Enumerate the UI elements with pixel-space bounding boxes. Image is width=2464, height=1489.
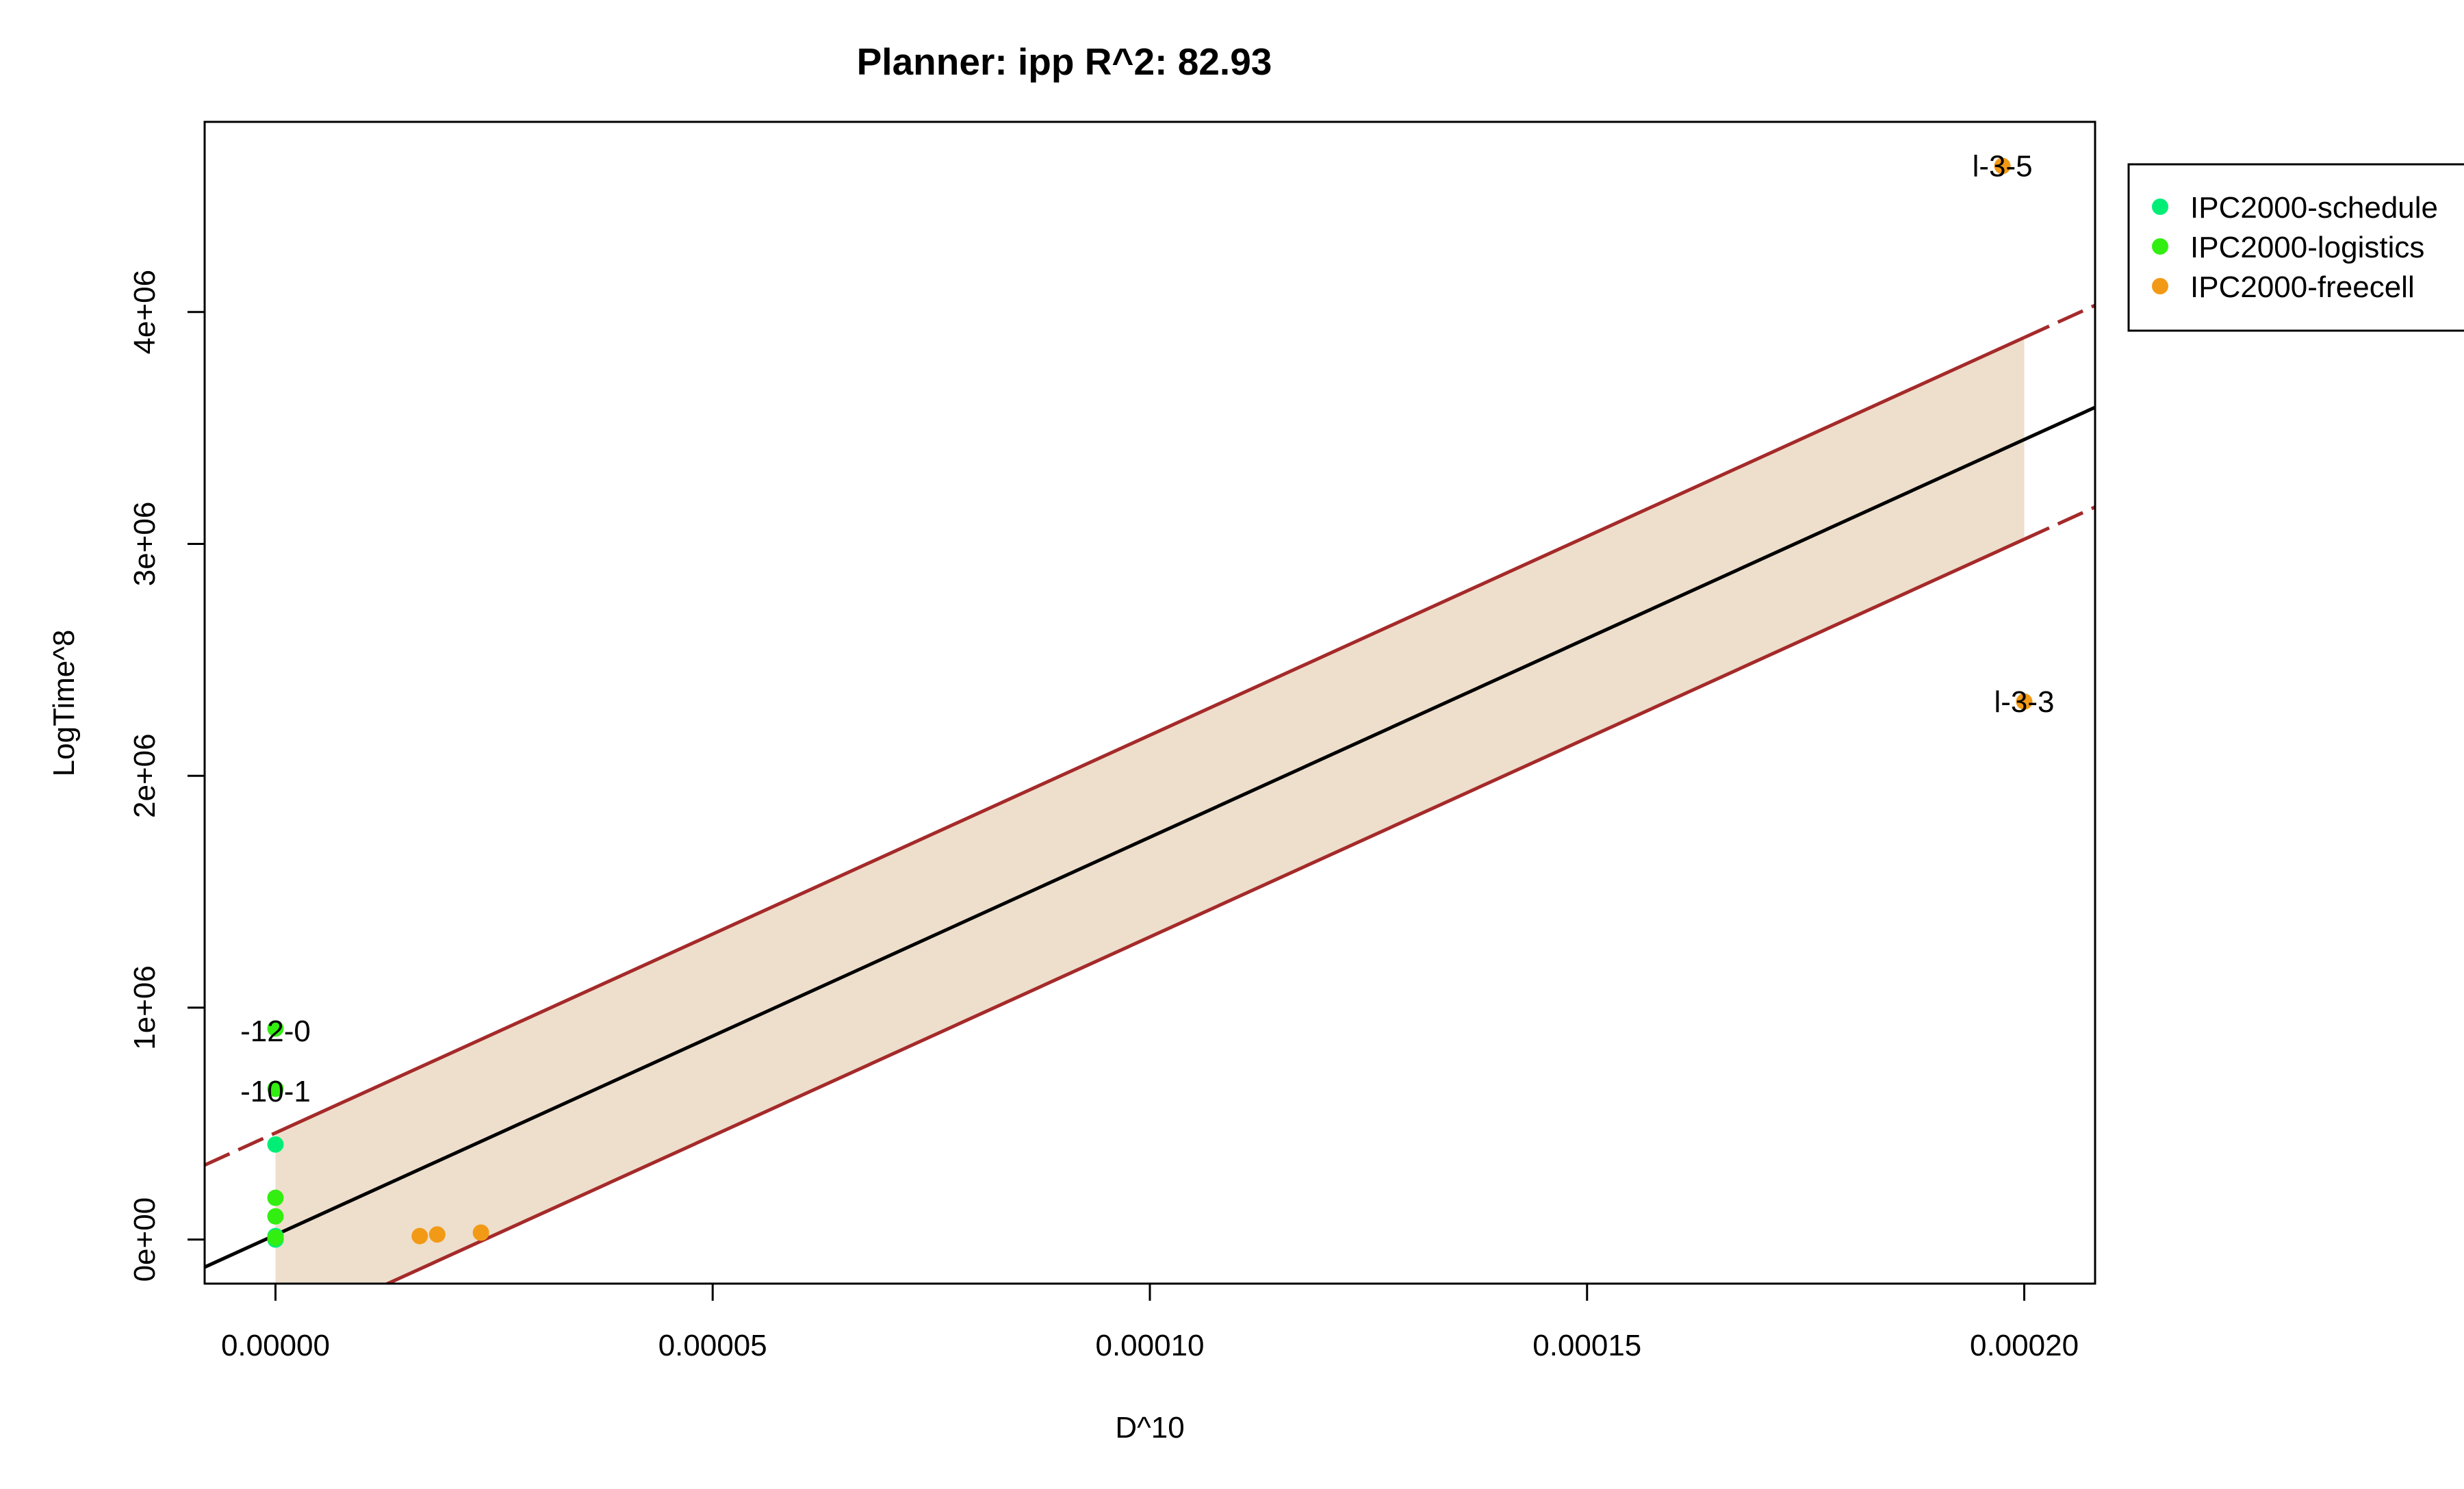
x-axis: 0.00000 0.00005 0.00010 0.00015 0.00020 bbox=[221, 1282, 2079, 1362]
y-axis-label: LogTime^8 bbox=[47, 630, 81, 777]
chart-title: Planner: ipp R^2: 82.93 bbox=[857, 40, 1272, 83]
x-tick-label: 0.00005 bbox=[658, 1329, 767, 1362]
data-point bbox=[428, 1226, 446, 1243]
band-upper-ext-left bbox=[205, 1131, 277, 1167]
point-label: -12-0 bbox=[240, 1015, 311, 1048]
legend-label: IPC2000-logistics bbox=[2190, 231, 2424, 264]
data-point bbox=[267, 1080, 284, 1097]
point-label: l-3-3 bbox=[1994, 685, 2055, 719]
point-labels: -12-0 -10-1 l-3-5 l-3-3 bbox=[240, 149, 2054, 1108]
x-tick-label: 0.00020 bbox=[1970, 1329, 2079, 1362]
legend-label: IPC2000-schedule bbox=[2190, 191, 2438, 225]
band-lower-ext-right bbox=[2023, 505, 2095, 541]
data-point bbox=[267, 1208, 284, 1225]
y-tick-label: 0e+00 bbox=[128, 1197, 162, 1282]
data-point bbox=[267, 1189, 284, 1206]
legend-label: IPC2000-freecell bbox=[2190, 270, 2415, 304]
point-label: l-3-5 bbox=[1973, 149, 2033, 183]
band-upper-ext-right bbox=[2023, 303, 2095, 340]
y-tick-label: 1e+06 bbox=[128, 965, 162, 1050]
prediction-band bbox=[275, 338, 2025, 1284]
legend-marker bbox=[2152, 278, 2168, 294]
point-label: -10-1 bbox=[240, 1075, 311, 1108]
legend-marker bbox=[2152, 199, 2168, 215]
legend: IPC2000-schedule IPC2000-logistics IPC2000… bbox=[2127, 163, 2464, 332]
data-point bbox=[267, 1136, 284, 1153]
data-point bbox=[267, 1020, 284, 1037]
data-point bbox=[2016, 693, 2033, 710]
x-tick-label: 0.00015 bbox=[1532, 1329, 1641, 1362]
band-fill bbox=[275, 338, 2025, 1284]
data-point bbox=[411, 1227, 428, 1245]
x-tick-label: 0.00010 bbox=[1095, 1329, 1204, 1362]
data-point bbox=[472, 1224, 489, 1241]
x-tick-label: 0.00000 bbox=[221, 1329, 330, 1362]
y-tick-label: 3e+06 bbox=[128, 502, 162, 587]
y-tick-label: 2e+06 bbox=[128, 733, 162, 818]
legend-marker bbox=[2152, 238, 2168, 255]
y-tick-label: 4e+06 bbox=[128, 270, 162, 355]
x-axis-label: D^10 bbox=[1115, 1411, 1184, 1445]
legend-box bbox=[2127, 163, 2464, 332]
data-point bbox=[1994, 157, 2011, 175]
band-upper-line bbox=[274, 335, 2025, 1135]
y-axis: 0e+00 1e+06 2e+06 3e+06 4e+06 bbox=[128, 270, 206, 1282]
band-lower-line bbox=[383, 537, 2025, 1284]
data-points bbox=[267, 157, 2033, 1248]
data-point bbox=[267, 1229, 284, 1246]
regression-line bbox=[205, 405, 2095, 1269]
fit-lines bbox=[205, 303, 2095, 1284]
